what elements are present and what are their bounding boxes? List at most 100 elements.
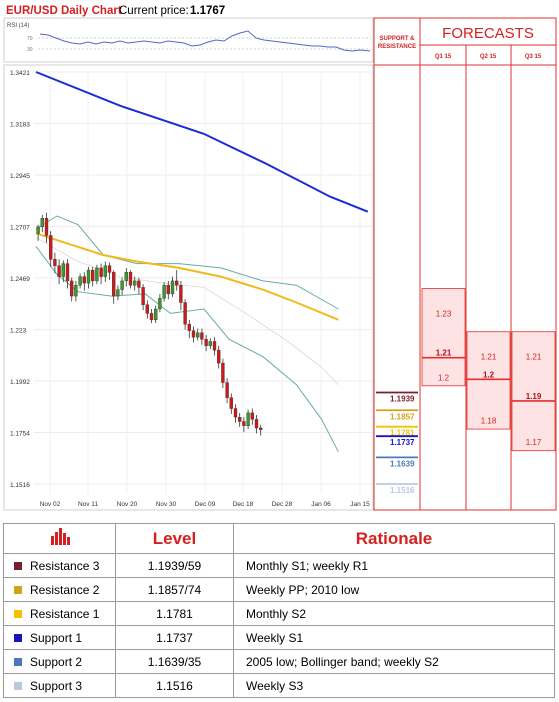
forecast-high-label: 1.23 [436, 309, 452, 318]
candle-body [74, 285, 78, 297]
price-panel [3, 64, 374, 511]
bollinger-mid-line [35, 237, 339, 385]
rsi-label: RSI (14) [7, 23, 29, 29]
candle-body [259, 427, 263, 430]
level-color-swatch [14, 561, 22, 570]
candle-body [107, 265, 112, 273]
level-value: 1.1939/59 [115, 553, 234, 578]
level-color-swatch [14, 681, 22, 690]
table-row: Support 3 1.1516 Weekly S3 [3, 673, 555, 698]
x-tick-label: Jan 06 [311, 501, 331, 508]
level-value: 1.1639/35 [115, 649, 234, 674]
rsi-tick-30: 30 [27, 47, 33, 53]
quarter-label-q1: Q1 15 [435, 54, 452, 60]
forecast-range-box [466, 331, 511, 430]
forecast-mid-label: 1.2 [483, 370, 495, 379]
level-color-swatch [14, 657, 22, 666]
candle-body [82, 276, 86, 284]
level-name-cell: Support 3 [3, 673, 116, 698]
levels-table: Level Rationale Resistance 3 1.1939/59 Mon… [3, 523, 555, 698]
table-header-level: Level [115, 523, 234, 554]
candle-body [145, 304, 149, 314]
forecast-cells: 1.23 1.21 1.2 1.21 1.2 1.18 1.21 1.19 1.17 [421, 288, 556, 452]
level-value: 1.1737 [115, 625, 234, 650]
forecast-mid-label: 1.19 [526, 392, 542, 401]
forecasts-title: FORECASTS [442, 25, 534, 42]
y-tick-label: 1.2469 [10, 276, 30, 283]
table-row: Resistance 1 1.1781 Monthly S2 [3, 601, 555, 626]
candle-body [86, 269, 91, 284]
candle-body [162, 285, 166, 299]
y-tick-label: 1.2945 [10, 173, 30, 180]
x-axis: Nov 02 Nov 11 Nov 20 Nov 30 Dec 09 Dec 18 Dec … [40, 72, 370, 508]
x-tick-label: Dec 09 [195, 501, 216, 508]
level-rationale: Monthly S2 [233, 601, 555, 626]
candle-body [212, 341, 217, 351]
candle-body [200, 332, 204, 340]
x-tick-label: Nov 11 [78, 501, 98, 508]
candle-body [154, 308, 158, 321]
quarter-label-q2: Q2 15 [480, 54, 497, 60]
candle-body [175, 280, 179, 286]
y-tick-label: 1.3421 [10, 70, 30, 77]
forecast-high-label: 1.21 [481, 353, 497, 362]
candle-body [137, 280, 141, 288]
sr-level-label: 1.1857 [390, 412, 415, 421]
level-name: Support 2 [30, 654, 83, 669]
candle-body [53, 259, 57, 266]
candle-body [141, 287, 145, 305]
y-tick-label: 1.3183 [10, 121, 30, 128]
candle-body [221, 362, 225, 383]
level-rationale: Weekly S3 [233, 673, 555, 698]
forecast-high-label: 1.21 [526, 353, 542, 362]
candle-body [179, 285, 183, 303]
y-tick-label: 1.2707 [10, 224, 30, 231]
y-tick-label: 1.1754 [10, 431, 30, 438]
table-row: Support 2 1.1639/35 2005 low; Bollinger ba… [3, 649, 555, 674]
candle-body [44, 218, 49, 236]
sr-level-label: 1.1781 [390, 429, 415, 438]
table-row: Support 1 1.1737 Weekly S1 [3, 625, 555, 650]
forecast-low-label: 1.2 [438, 373, 450, 382]
forecast-low-label: 1.18 [481, 417, 497, 426]
x-tick-label: Nov 20 [117, 501, 138, 508]
candle-body [170, 280, 175, 295]
candle-body [166, 285, 170, 295]
level-name-cell: Resistance 2 [3, 577, 116, 602]
candle-body [40, 218, 44, 228]
level-name-cell: Support 1 [3, 625, 116, 650]
candle-body [112, 272, 116, 297]
sr-header-line1: SUPPORT & [379, 36, 415, 42]
candle-body [233, 408, 238, 418]
candle-body [91, 269, 95, 282]
x-tick-label: Jan 15 [350, 501, 370, 508]
forecasts-panel: FORECASTS Q1 15 Q2 15 Q3 15 1.231.211.21… [419, 17, 557, 511]
forecast-range-box [511, 331, 556, 452]
level-name: Support 1 [30, 630, 83, 645]
candle-body [149, 313, 154, 321]
candle-body [133, 280, 137, 286]
level-rationale: Weekly S1 [233, 625, 555, 650]
table-icon-cell [3, 523, 116, 554]
y-grid: 1.3421 1.3183 1.2945 1.2707 1.2469 1.223 1.199… [10, 70, 372, 489]
candle-body [120, 280, 124, 290]
y-tick-label: 1.1516 [10, 482, 30, 489]
sr-column [373, 17, 421, 511]
candle-body [250, 412, 254, 420]
candle-body [116, 289, 120, 297]
x-tick-label: Nov 02 [40, 501, 61, 508]
candle-body [238, 416, 242, 422]
forecast-range-box [421, 288, 466, 387]
level-name: Support 3 [30, 678, 83, 693]
x-tick-label: Dec 18 [233, 501, 254, 508]
sr-level-label: 1.1639 [390, 459, 415, 468]
candle-body [208, 341, 212, 347]
rsi-line [39, 30, 371, 52]
candle-body [70, 280, 74, 297]
level-color-swatch [14, 585, 22, 594]
chart-title: EUR/USD Daily Chart [6, 5, 122, 17]
rsi-tick-70: 70 [27, 36, 33, 42]
level-value: 1.1516 [115, 673, 234, 698]
candle-body [49, 235, 53, 260]
